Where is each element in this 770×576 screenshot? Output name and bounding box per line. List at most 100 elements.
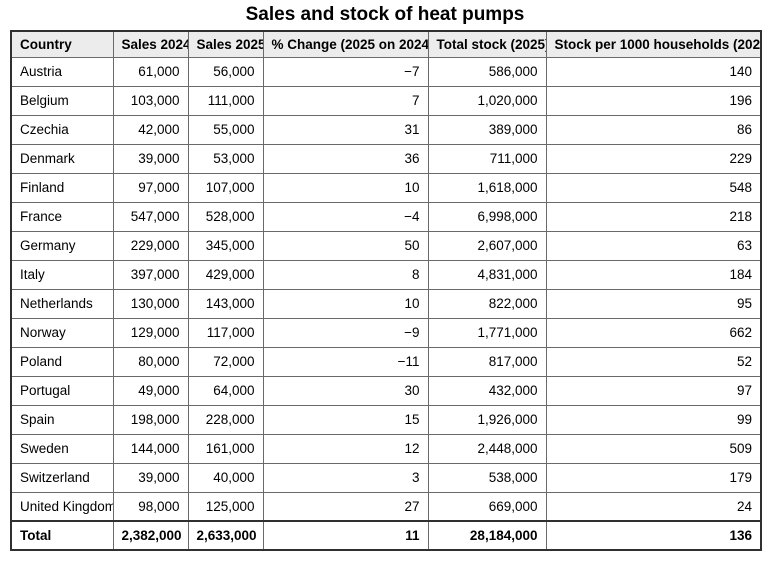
cell-sales-2025: 64,000 xyxy=(187,375,264,406)
cell-country: Denmark xyxy=(10,143,114,174)
cell-sales-2024: 80,000 xyxy=(112,346,189,377)
page-title: Sales and stock of heat pumps xyxy=(245,4,525,25)
total-row: Total 2,382,000 2,633,000 11 28,184,000 136 xyxy=(10,520,762,551)
cell-pct-change: 27 xyxy=(262,491,429,522)
cell-sales-2024: 129,000 xyxy=(112,317,189,348)
cell-stock-per-1000: 97 xyxy=(545,375,762,406)
cell-pct-change: −9 xyxy=(262,317,429,348)
cell-pct-change: 15 xyxy=(262,404,429,435)
column-header-total-stock: Total stock (2025) xyxy=(427,30,547,58)
table-row: Austria 61,000 56,000 −7 586,000 140 xyxy=(10,56,762,87)
cell-total-stock: 2,448,000 xyxy=(427,433,547,464)
cell-stock-per-1000: 179 xyxy=(545,462,762,493)
header-row: Country Sales 2024 Sales 2025 % Change (… xyxy=(10,30,762,58)
cell-country: United Kingdom xyxy=(10,491,114,522)
cell-sales-2025: 429,000 xyxy=(187,259,264,290)
cell-total-stock: 28,184,000 xyxy=(427,520,547,551)
cell-pct-change: 36 xyxy=(262,143,429,174)
table-row: Belgium 103,000 111,000 7 1,020,000 196 xyxy=(10,85,762,116)
cell-stock-per-1000: 229 xyxy=(545,143,762,174)
column-header-pct-change: % Change (2025 on 2024) xyxy=(262,30,429,58)
cell-stock-per-1000: 662 xyxy=(545,317,762,348)
cell-sales-2025: 143,000 xyxy=(187,288,264,319)
table-row: Netherlands 130,000 143,000 10 822,000 95 xyxy=(10,288,762,319)
cell-pct-change: 30 xyxy=(262,375,429,406)
cell-pct-change: 11 xyxy=(262,520,429,551)
cell-sales-2025: 528,000 xyxy=(187,201,264,232)
cell-stock-per-1000: 140 xyxy=(545,56,762,87)
cell-sales-2025: 345,000 xyxy=(187,230,264,261)
cell-country: Finland xyxy=(10,172,114,203)
cell-sales-2024: 144,000 xyxy=(112,433,189,464)
cell-sales-2024: 39,000 xyxy=(112,462,189,493)
cell-stock-per-1000: 218 xyxy=(545,201,762,232)
cell-pct-change: −11 xyxy=(262,346,429,377)
cell-stock-per-1000: 24 xyxy=(545,491,762,522)
cell-stock-per-1000: 99 xyxy=(545,404,762,435)
table-row: Czechia 42,000 55,000 31 389,000 86 xyxy=(10,114,762,145)
cell-sales-2025: 228,000 xyxy=(187,404,264,435)
cell-stock-per-1000: 196 xyxy=(545,85,762,116)
table-row: Spain 198,000 228,000 15 1,926,000 99 xyxy=(10,404,762,435)
table-row: Germany 229,000 345,000 50 2,607,000 63 xyxy=(10,230,762,261)
cell-country: Italy xyxy=(10,259,114,290)
cell-country: Poland xyxy=(10,346,114,377)
cell-pct-change: −4 xyxy=(262,201,429,232)
cell-total-stock: 1,926,000 xyxy=(427,404,547,435)
cell-total-stock: 4,831,000 xyxy=(427,259,547,290)
cell-sales-2025: 2,633,000 xyxy=(187,520,264,551)
cell-country: Norway xyxy=(10,317,114,348)
cell-stock-per-1000: 136 xyxy=(545,520,762,551)
cell-total-stock: 1,618,000 xyxy=(427,172,547,203)
cell-pct-change: 50 xyxy=(262,230,429,261)
cell-total-stock: 711,000 xyxy=(427,143,547,174)
table-row: United Kingdom 98,000 125,000 27 669,000 24 xyxy=(10,491,762,522)
cell-pct-change: 10 xyxy=(262,172,429,203)
table-row: France 547,000 528,000 −4 6,998,000 218 xyxy=(10,201,762,232)
cell-total-stock: 669,000 xyxy=(427,491,547,522)
cell-total-stock: 1,020,000 xyxy=(427,85,547,116)
table-row: Portugal 49,000 64,000 30 432,000 97 xyxy=(10,375,762,406)
column-header-sales-2025: Sales 2025 xyxy=(187,30,264,58)
cell-country: Belgium xyxy=(10,85,114,116)
table-row: Denmark 39,000 53,000 36 711,000 229 xyxy=(10,143,762,174)
cell-country: Sweden xyxy=(10,433,114,464)
cell-sales-2024: 103,000 xyxy=(112,85,189,116)
cell-total-stock: 432,000 xyxy=(427,375,547,406)
column-header-stock-per-1000: Stock per 1000 households (2025) xyxy=(545,30,762,58)
cell-sales-2025: 161,000 xyxy=(187,433,264,464)
cell-stock-per-1000: 548 xyxy=(545,172,762,203)
cell-country: Portugal xyxy=(10,375,114,406)
table-row: Italy 397,000 429,000 8 4,831,000 184 xyxy=(10,259,762,290)
table-row: Sweden 144,000 161,000 12 2,448,000 509 xyxy=(10,433,762,464)
cell-total-stock: 389,000 xyxy=(427,114,547,145)
cell-sales-2024: 39,000 xyxy=(112,143,189,174)
cell-pct-change: −7 xyxy=(262,56,429,87)
cell-sales-2025: 56,000 xyxy=(187,56,264,87)
cell-sales-2025: 40,000 xyxy=(187,462,264,493)
cell-pct-change: 3 xyxy=(262,462,429,493)
cell-pct-change: 10 xyxy=(262,288,429,319)
cell-stock-per-1000: 509 xyxy=(545,433,762,464)
cell-pct-change: 8 xyxy=(262,259,429,290)
table-row: Finland 97,000 107,000 10 1,618,000 548 xyxy=(10,172,762,203)
table-header: Country Sales 2024 Sales 2025 % Change (… xyxy=(10,30,762,58)
cell-sales-2025: 53,000 xyxy=(187,143,264,174)
cell-pct-change: 12 xyxy=(262,433,429,464)
cell-sales-2024: 198,000 xyxy=(112,404,189,435)
cell-stock-per-1000: 95 xyxy=(545,288,762,319)
cell-sales-2025: 111,000 xyxy=(187,85,264,116)
heat-pump-table: Country Sales 2024 Sales 2025 % Change (… xyxy=(10,30,762,551)
cell-total-stock: 817,000 xyxy=(427,346,547,377)
cell-country: France xyxy=(10,201,114,232)
cell-pct-change: 31 xyxy=(262,114,429,145)
cell-total-stock: 538,000 xyxy=(427,462,547,493)
cell-sales-2024: 130,000 xyxy=(112,288,189,319)
cell-sales-2024: 98,000 xyxy=(112,491,189,522)
cell-sales-2024: 49,000 xyxy=(112,375,189,406)
cell-sales-2025: 117,000 xyxy=(187,317,264,348)
cell-stock-per-1000: 86 xyxy=(545,114,762,145)
cell-country: Austria xyxy=(10,56,114,87)
cell-country: Czechia xyxy=(10,114,114,145)
